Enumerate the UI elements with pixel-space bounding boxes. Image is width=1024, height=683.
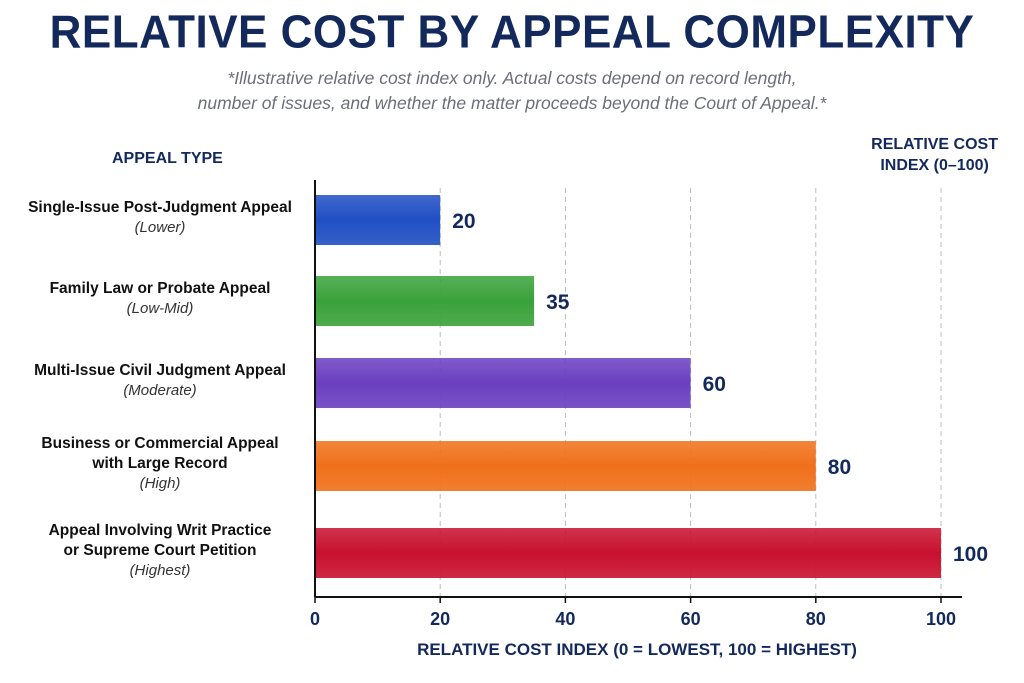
data-label: 80 [828,456,851,479]
data-label: 60 [703,373,726,396]
chart-subtitle: *Illustrative relative cost index only. … [0,66,1024,116]
x-tick-label: 20 [430,609,450,629]
bar [315,528,941,578]
category-label: Single-Issue Post-Judgment Appeal (Lower) [10,198,310,238]
category-label: Family Law or Probate Appeal (Low-Mid) [10,279,310,319]
category-name: Multi-Issue Civil Judgment Appeal [34,362,286,379]
category-name: Family Law or Probate Appeal [49,280,271,297]
bar [315,195,441,245]
category-name: Appeal Involving Writ Practice [48,522,272,539]
bar [315,276,535,326]
x-tick-label: 60 [681,609,701,629]
data-label: 100 [953,543,988,566]
bar [315,441,816,491]
index-header: RELATIVE COST INDEX (0–100) [871,134,998,176]
category-label: Business or Commercial Appeal with Large … [10,434,310,494]
category-level: (Highest) [129,562,191,579]
category-name: Single-Issue Post-Judgment Appeal [28,199,292,216]
x-tick-label: 0 [310,609,320,629]
category-level: (Lower) [134,219,186,236]
category-name: Business or Commercial Appeal [41,435,279,452]
category-name: or Supreme Court Petition [63,542,257,559]
bar [315,358,691,408]
category-label: Appeal Involving Writ Practice or Supreme… [10,521,310,581]
index-header-line: RELATIVE COST [871,136,998,153]
subtitle-line: number of issues, and whether the matter… [197,93,827,113]
index-header-line: INDEX (0–100) [880,157,989,174]
data-label: 35 [546,291,570,314]
chart-title: RELATIVE COST BY APPEAL COMPLEXITY [49,6,975,59]
x-tick-label: 80 [806,609,826,629]
subtitle-line: *Illustrative relative cost index only. … [227,68,797,88]
category-label: Multi-Issue Civil Judgment Appeal (Modera… [10,361,310,401]
category-level: (High) [139,475,181,492]
x-tick-label: 40 [555,609,575,629]
category-level: (Low-Mid) [126,300,194,317]
category-level: (Moderate) [123,382,197,399]
y-axis-header: APPEAL TYPE [112,150,223,167]
category-name: with Large Record [92,455,228,472]
data-label: 20 [452,210,475,233]
x-axis-label: RELATIVE COST INDEX (0 = LOWEST, 100 = H… [417,640,857,659]
x-tick-label: 100 [926,609,956,629]
